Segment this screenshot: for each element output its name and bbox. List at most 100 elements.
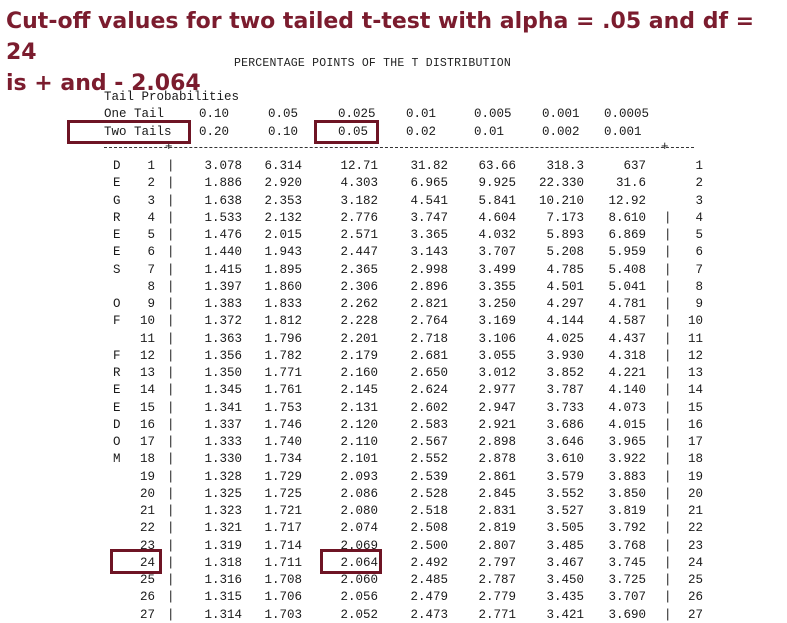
crit-value: 1.782 [264,349,302,363]
one-tail-prob: 0.001 [542,107,580,121]
crit-value: 1.330 [204,452,242,466]
side-letter: S [113,263,121,277]
crit-value: 1.714 [264,539,302,553]
crit-value: 2.131 [340,401,378,415]
crit-value: 1.363 [204,332,242,346]
df-right: 11 [687,332,703,346]
crit-value: 1.315 [204,590,242,604]
crit-value: 1.325 [204,487,242,501]
crit-value: 1.721 [264,504,302,518]
crit-value: 3.467 [546,556,584,570]
crit-value: 2.776 [340,211,378,225]
crit-value: 2.567 [410,435,448,449]
crit-value: 2.681 [410,349,448,363]
crit-value: 3.787 [546,383,584,397]
crit-value: 2.132 [264,211,302,225]
crit-value: 22.330 [538,176,584,190]
df-right: 6 [695,245,703,259]
crit-value: 2.624 [410,383,448,397]
crit-value: 2.160 [340,366,378,380]
crit-value: 1.943 [264,245,302,259]
column-separator: | [167,504,175,518]
column-separator: | [664,211,672,225]
side-letter: D [113,418,121,432]
crit-value: 2.086 [340,487,378,501]
df-right: 13 [687,366,703,380]
crit-value: 2.306 [340,280,378,294]
column-separator: | [664,590,672,604]
crit-value: 5.893 [546,228,584,242]
df-right: 23 [687,539,703,553]
column-separator: | [167,487,175,501]
column-separator: | [167,211,175,225]
alpha-05-highlight-box [314,120,379,144]
one-tail-prob: 0.025 [338,107,376,121]
crit-value: 4.297 [546,297,584,311]
crit-value: 1.761 [264,383,302,397]
crit-value: 4.587 [608,314,646,328]
crit-value: 1.341 [204,401,242,415]
crit-value: 4.541 [410,194,448,208]
crit-value: 1.372 [204,314,242,328]
crit-value: 1.746 [264,418,302,432]
df-right: 8 [695,280,703,294]
crit-value: 3.552 [546,487,584,501]
crit-value: 2.262 [340,297,378,311]
crit-value: 3.169 [478,314,516,328]
column-separator: | [167,470,175,484]
crit-value: 1.860 [264,280,302,294]
crit-value: 12.71 [340,159,378,173]
crit-value: 3.792 [608,521,646,535]
crit-value: 3.421 [546,608,584,622]
crit-value: 2.052 [340,608,378,622]
df-left: 16 [139,418,155,432]
crit-value: 1.345 [204,383,242,397]
df-right: 14 [687,383,703,397]
crit-value: 2.060 [340,573,378,587]
df-left: 9 [147,297,155,311]
column-separator: | [167,435,175,449]
crit-value: 2.228 [340,314,378,328]
crit-value: 1.711 [264,556,302,570]
df-left: 21 [139,504,155,518]
crit-value: 1.316 [204,573,242,587]
crit-value: 3.922 [608,452,646,466]
df-left: 11 [139,332,155,346]
side-letter: F [113,349,121,363]
crit-value: 2.201 [340,332,378,346]
df-left: 14 [139,383,155,397]
crit-value: 1.314 [204,608,242,622]
crit-value: 3.930 [546,349,584,363]
crit-value: 2.771 [478,608,516,622]
crit-value: 2.807 [478,539,516,553]
df-left: 18 [139,452,155,466]
crit-value: 1.796 [264,332,302,346]
df-right: 2 [695,176,703,190]
crit-value: 1.328 [204,470,242,484]
crit-value: 4.785 [546,263,584,277]
two-tails-highlight-box [67,120,191,144]
column-separator: | [664,573,672,587]
crit-value: 1.323 [204,504,242,518]
df-right: 21 [687,504,703,518]
crit-value: 637 [623,159,646,173]
side-letter: F [113,314,121,328]
two-tail-prob: 0.002 [542,125,580,139]
crit-value: 4.604 [478,211,516,225]
side-letter: O [113,435,121,449]
crit-value: 3.965 [608,435,646,449]
crit-value: 2.015 [264,228,302,242]
column-separator: | [167,608,175,622]
df-right: 10 [687,314,703,328]
column-separator: | [167,263,175,277]
df-right: 7 [695,263,703,277]
crit-value: 3.707 [478,245,516,259]
df-24-highlight-box [110,549,162,574]
crit-value: 2.064 [340,556,378,570]
df-right: 20 [687,487,703,501]
df-left: 19 [139,470,155,484]
crit-value: 4.073 [608,401,646,415]
df-left: 3 [147,194,155,208]
crit-value: 2.492 [410,556,448,570]
df-right: 27 [687,608,703,622]
